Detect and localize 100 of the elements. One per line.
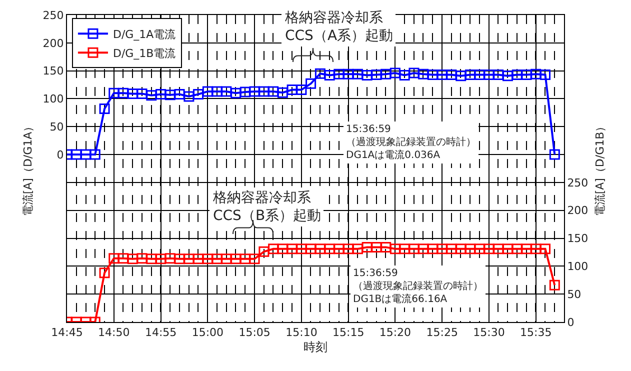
x-tick-label: 15:15 [332,326,364,340]
point [549,280,560,290]
point [446,244,457,254]
point [71,149,82,160]
point [258,86,270,97]
point [249,86,260,97]
y-tick-label: 50 [50,120,64,134]
point [108,253,120,264]
y-tick-label: 0 [56,148,64,162]
point [80,149,91,160]
point [380,68,392,80]
y-tick-label: 200 [42,36,64,50]
point [108,88,120,98]
annotation: 格納容器冷却系 CCS（B系）起動 [212,190,322,224]
point [306,244,316,254]
point [390,244,400,254]
point [484,244,494,254]
point [371,69,382,80]
point [493,244,504,254]
y2-tick-label: 100 [567,260,588,274]
point [286,244,298,254]
point [306,78,316,89]
point [296,84,307,96]
point [146,90,157,101]
annotation: 格納容器冷却系 CCS（A系）起動 [284,10,394,44]
point [193,89,204,100]
point [512,244,522,254]
x-tick-label: 15:35 [520,326,552,340]
point [352,68,363,80]
point [240,254,250,264]
point [362,242,372,252]
point [324,244,335,254]
x-tick-label: 15:20 [379,326,412,340]
annotation: 15:36:59 （過渡現象記録装置の時計） DG1Aは電流0.036A [346,124,476,161]
point [230,88,242,98]
point [530,68,542,80]
x-tick-label: 14:50 [98,326,130,340]
point [408,68,420,78]
point [399,244,410,254]
point [249,254,260,264]
point [296,244,307,254]
point [164,90,176,100]
point [240,86,250,98]
point [512,69,522,80]
point [136,88,148,99]
point [202,86,213,97]
point [343,68,354,80]
point [277,244,288,254]
point [286,84,298,96]
point [484,69,494,80]
point [399,70,410,81]
point [136,253,148,264]
x-tick-label: 15:05 [238,326,270,340]
y-axis-title: 電流[A]（D/G1A） [21,120,34,216]
point [521,244,532,254]
y2-axis-title: 電流[A]（D/G1B） [593,120,606,216]
point [230,254,242,264]
point [118,253,129,264]
point [314,68,326,79]
point [99,104,110,114]
point [202,254,213,264]
point [446,69,457,80]
y2-tick-label: 150 [567,232,588,246]
y-tick-label: 250 [42,8,64,22]
point [343,244,354,254]
point [90,149,100,160]
point [99,268,110,278]
point [436,244,448,254]
point [334,244,344,254]
point [118,88,129,98]
legend-label: D/G_1B電流 [112,46,176,60]
point [456,70,466,82]
point [427,244,438,254]
point [174,254,185,264]
point [352,244,363,254]
point [193,254,204,264]
point [164,253,176,264]
point [436,69,448,80]
point [371,242,382,252]
point [184,254,194,264]
annotation: 15:36:59 （過渡現象記録装置の時計） DG1Bは電流66.16A [353,268,483,305]
point [390,68,400,78]
x-tick-label: 15:00 [192,326,224,340]
x-tick-label: 15:25 [426,326,458,340]
point [540,69,551,80]
point [174,89,185,100]
point [156,254,166,264]
point [521,69,532,80]
point [212,86,222,97]
x-tick-label: 15:10 [286,326,318,340]
point [127,254,138,264]
point [502,70,513,82]
point [314,244,326,254]
point [212,254,222,264]
point [146,254,157,264]
y-tick-label: 150 [42,64,64,78]
point [221,254,232,264]
x-tick-label: 14:45 [51,326,83,340]
point [362,70,372,81]
point [258,246,270,257]
